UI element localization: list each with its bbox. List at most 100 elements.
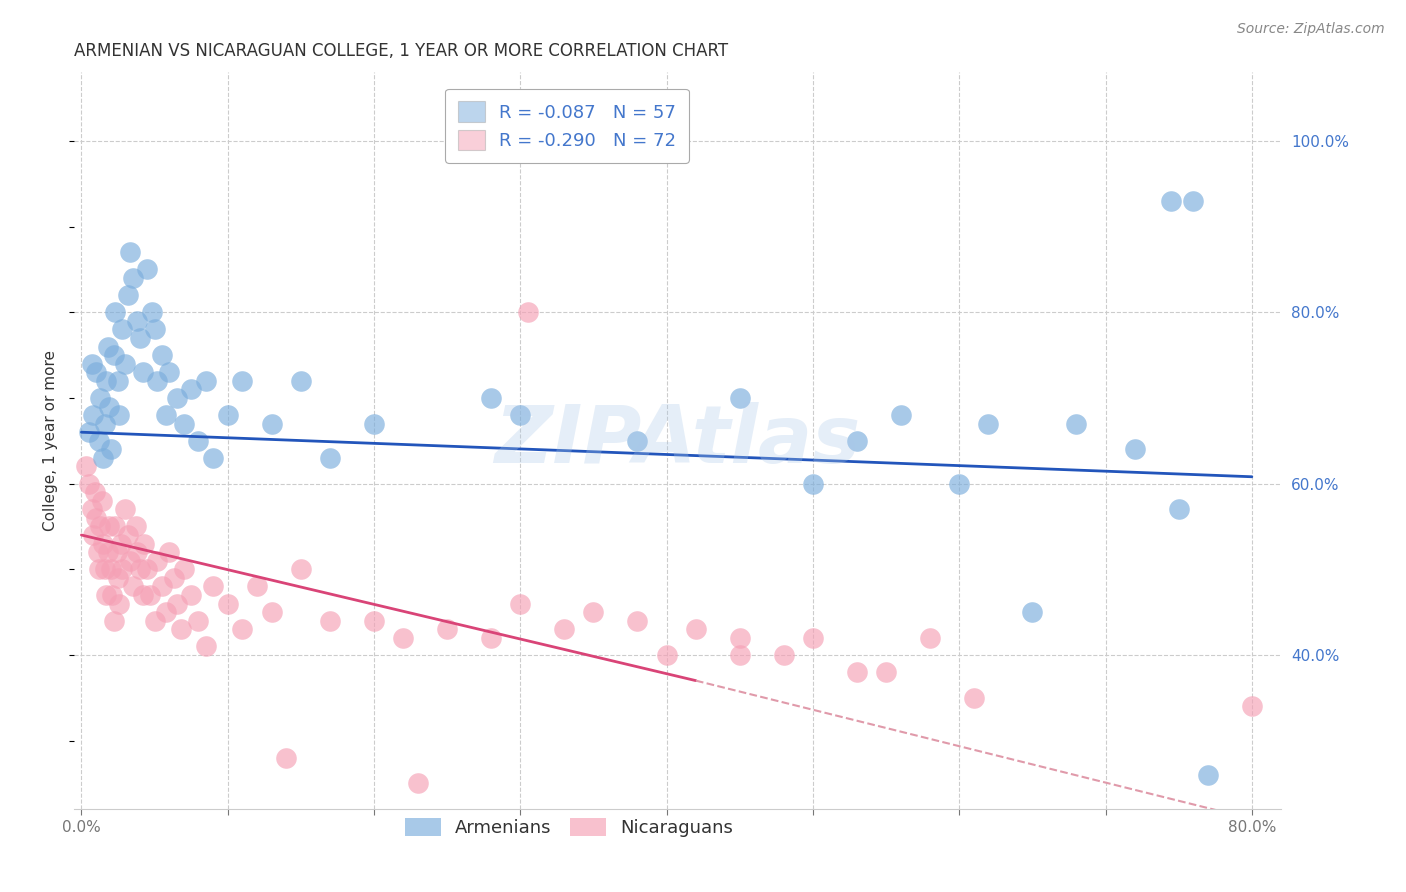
- Point: [87, 562, 110, 576]
- Point: [290, 374, 312, 388]
- Point: [100, 442, 122, 457]
- Point: [202, 579, 225, 593]
- Point: [582, 605, 605, 619]
- Point: [1167, 502, 1189, 516]
- Point: [157, 545, 180, 559]
- Point: [103, 348, 125, 362]
- Point: [231, 622, 253, 636]
- Point: [97, 340, 120, 354]
- Point: [104, 305, 127, 319]
- Point: [82, 528, 104, 542]
- Point: [363, 417, 385, 431]
- Point: [845, 434, 868, 448]
- Text: ZIPAtlas: ZIPAtlas: [495, 401, 860, 480]
- Point: [110, 536, 132, 550]
- Text: Source: ZipAtlas.com: Source: ZipAtlas.com: [1237, 22, 1385, 37]
- Point: [118, 554, 141, 568]
- Point: [121, 579, 143, 593]
- Point: [180, 383, 202, 397]
- Point: [1197, 768, 1219, 782]
- Point: [406, 776, 429, 790]
- Point: [918, 631, 941, 645]
- Point: [1123, 442, 1146, 457]
- Point: [93, 450, 115, 465]
- Point: [155, 605, 177, 619]
- Point: [1160, 194, 1182, 208]
- Point: [319, 450, 342, 465]
- Point: [98, 519, 121, 533]
- Point: [516, 305, 538, 319]
- Point: [103, 614, 125, 628]
- Point: [139, 588, 162, 602]
- Point: [117, 528, 139, 542]
- Point: [180, 588, 202, 602]
- Point: [553, 622, 575, 636]
- Point: [114, 502, 136, 516]
- Point: [845, 665, 868, 679]
- Point: [231, 374, 253, 388]
- Point: [728, 648, 751, 662]
- Point: [94, 417, 117, 431]
- Point: [121, 271, 143, 285]
- Point: [260, 605, 283, 619]
- Point: [948, 476, 970, 491]
- Point: [801, 631, 824, 645]
- Point: [86, 545, 108, 559]
- Point: [97, 545, 120, 559]
- Point: [890, 408, 912, 422]
- Point: [363, 614, 385, 628]
- Point: [80, 502, 103, 516]
- Point: [124, 519, 146, 533]
- Point: [479, 391, 502, 405]
- Point: [84, 365, 107, 379]
- Point: [479, 631, 502, 645]
- Point: [276, 750, 298, 764]
- Point: [89, 391, 111, 405]
- Point: [626, 434, 648, 448]
- Point: [319, 614, 342, 628]
- Point: [129, 331, 152, 345]
- Point: [162, 571, 184, 585]
- Point: [150, 348, 173, 362]
- Point: [104, 519, 127, 533]
- Point: [105, 545, 128, 559]
- Point: [516, 117, 538, 131]
- Point: [509, 408, 531, 422]
- Point: [107, 571, 129, 585]
- Point: [157, 365, 180, 379]
- Point: [436, 622, 458, 636]
- Point: [101, 588, 124, 602]
- Point: [217, 597, 239, 611]
- Point: [173, 562, 195, 576]
- Point: [150, 579, 173, 593]
- Point: [392, 631, 415, 645]
- Point: [96, 588, 118, 602]
- Point: [187, 434, 209, 448]
- Point: [143, 614, 166, 628]
- Point: [98, 400, 121, 414]
- Point: [83, 485, 105, 500]
- Point: [82, 408, 104, 422]
- Point: [117, 288, 139, 302]
- Point: [125, 314, 148, 328]
- Point: [77, 425, 100, 440]
- Point: [187, 614, 209, 628]
- Point: [728, 631, 751, 645]
- Point: [655, 648, 678, 662]
- Point: [84, 511, 107, 525]
- Point: [136, 562, 159, 576]
- Point: [107, 374, 129, 388]
- Point: [166, 597, 188, 611]
- Point: [155, 408, 177, 422]
- Point: [290, 562, 312, 576]
- Point: [166, 391, 188, 405]
- Point: [194, 374, 217, 388]
- Point: [146, 374, 169, 388]
- Point: [685, 622, 707, 636]
- Point: [94, 562, 117, 576]
- Point: [170, 622, 193, 636]
- Point: [801, 476, 824, 491]
- Point: [108, 597, 131, 611]
- Point: [111, 322, 134, 336]
- Point: [90, 493, 112, 508]
